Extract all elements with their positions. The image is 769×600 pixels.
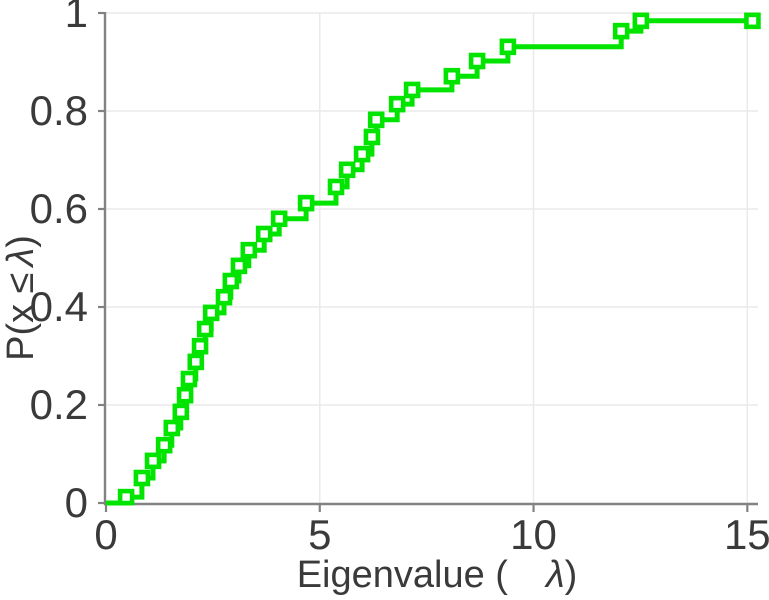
x-axis-label: Eigenvalue ( λ) (297, 556, 578, 594)
data-point-marker (270, 210, 288, 228)
data-point-marker (297, 194, 315, 212)
data-point-marker (443, 67, 461, 85)
data-point-marker (327, 178, 345, 196)
data-point-marker (338, 161, 356, 179)
y-tick-label: 0.8 (29, 87, 88, 134)
data-point-marker (172, 403, 190, 421)
ecdf-stairs-curve (106, 18, 758, 506)
y-axis-label-suffix: ) (0, 235, 42, 248)
data-point-marker (176, 386, 194, 404)
x-axis-label-suffix: ) (564, 554, 578, 596)
data-point-marker (240, 241, 258, 259)
data-point-marker (180, 370, 198, 388)
data-point-marker (632, 12, 650, 30)
lambda-symbol: λ (0, 247, 42, 267)
data-point-marker (468, 52, 486, 70)
y-tick-label: 0 (64, 479, 88, 526)
data-point-marker (388, 95, 406, 113)
data-point-marker (230, 257, 248, 275)
data-point-marker (155, 436, 173, 454)
y-tick-label: 1 (64, 0, 88, 36)
y-tick-label: 0.4 (29, 283, 88, 330)
data-point-marker (612, 22, 630, 40)
data-point-marker (117, 488, 135, 506)
data-point-marker (353, 145, 371, 163)
data-point-marker (367, 111, 385, 129)
data-point-marker (196, 320, 214, 338)
y-tick-label: 0.2 (29, 381, 88, 428)
x-tick-label: 15 (723, 511, 769, 558)
data-point-marker (403, 81, 421, 99)
x-axis-label-text: Eigenvalue ( (296, 554, 508, 596)
data-point-marker (222, 272, 240, 290)
data-point-marker (202, 304, 220, 322)
data-point-marker (744, 12, 761, 30)
x-tick-label: 5 (308, 511, 332, 558)
data-point-marker (363, 128, 381, 146)
data-point-marker (187, 353, 205, 371)
y-axis-label: P(x ≤ λ) (0, 235, 42, 361)
data-point-marker (144, 452, 162, 470)
y-axis-label-text: P(x ≤ (0, 272, 42, 361)
data-point-marker (255, 225, 273, 243)
lambda-symbol: λ (545, 554, 565, 596)
data-point-marker (163, 419, 181, 437)
x-tick-label: 0 (94, 511, 118, 558)
x-tick-label: 10 (510, 511, 557, 558)
y-tick-label: 0.6 (29, 185, 88, 232)
data-point-marker (215, 288, 233, 306)
data-point-marker (133, 469, 151, 487)
data-point-marker (499, 38, 517, 56)
data-point-marker (191, 337, 209, 355)
